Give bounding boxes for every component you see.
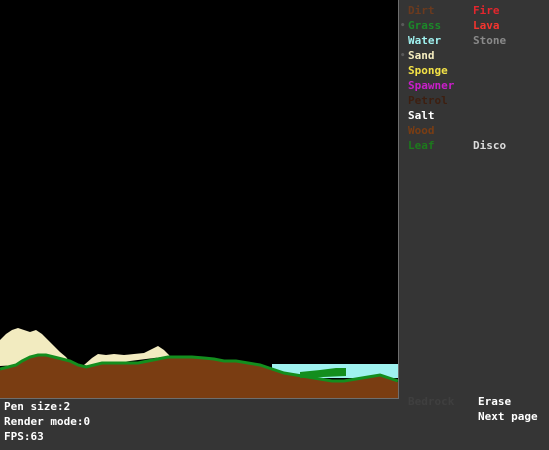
grass-patch — [300, 368, 346, 378]
element-bedrock[interactable]: Bedrock — [408, 395, 455, 408]
element-leaf[interactable]: Leaf — [408, 139, 435, 152]
selection-marker: • — [400, 21, 406, 31]
erase-button[interactable]: Erase — [478, 395, 512, 408]
dirt-ground — [0, 356, 398, 398]
grass-edge — [0, 353, 398, 383]
render-mode-status: Render mode:0 — [4, 415, 91, 428]
element-petrol[interactable]: Petrol — [408, 94, 448, 107]
element-grass[interactable]: Grass — [408, 19, 442, 32]
element-water[interactable]: Water — [408, 34, 442, 47]
element-dirt[interactable]: Dirt — [408, 4, 435, 17]
element-disco[interactable]: Disco — [473, 139, 507, 152]
element-stone[interactable]: Stone — [473, 34, 507, 47]
pen-size-status: Pen size:2 — [4, 400, 71, 413]
element-fire[interactable]: Fire — [473, 4, 500, 17]
selection-marker-2: • — [400, 51, 406, 61]
element-lava[interactable]: Lava — [473, 19, 500, 32]
element-spawner[interactable]: Spawner — [408, 79, 455, 92]
element-sponge[interactable]: Sponge — [408, 64, 448, 77]
next-page-button[interactable]: Next page — [478, 410, 538, 423]
element-sand[interactable]: Sand — [408, 49, 435, 62]
fps-status: FPS:63 — [4, 430, 44, 443]
water-pool — [220, 360, 398, 378]
element-salt[interactable]: Salt — [408, 109, 435, 122]
sand-hill-mid — [84, 346, 170, 366]
element-wood[interactable]: Wood — [408, 124, 435, 137]
simulation-canvas[interactable] — [0, 0, 399, 399]
terrain-view — [0, 328, 398, 398]
